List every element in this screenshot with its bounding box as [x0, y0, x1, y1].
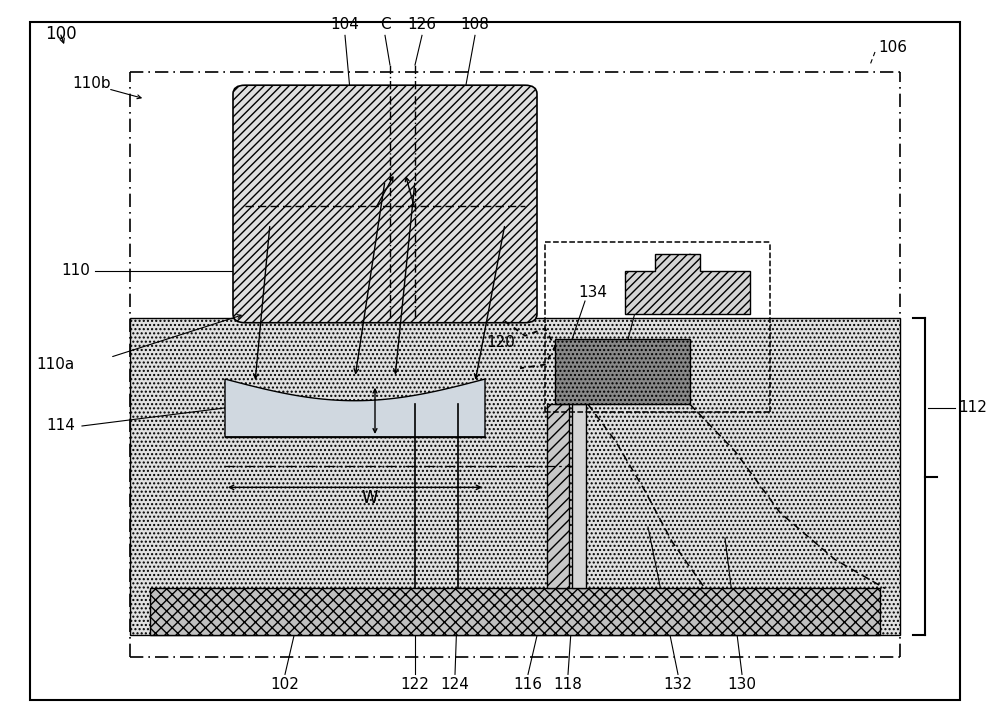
Polygon shape: [625, 254, 750, 314]
Text: 102: 102: [271, 677, 299, 692]
Polygon shape: [225, 379, 485, 437]
Text: C: C: [380, 17, 390, 32]
FancyBboxPatch shape: [233, 85, 537, 323]
Text: 108: 108: [461, 17, 489, 32]
Bar: [572, 404, 586, 588]
Text: 126: 126: [408, 17, 436, 32]
Text: 110b: 110b: [72, 76, 111, 90]
Text: 116: 116: [514, 677, 542, 692]
Text: T: T: [395, 401, 405, 419]
Text: 124: 124: [441, 677, 469, 692]
Text: W: W: [362, 490, 378, 507]
Text: 118: 118: [554, 677, 582, 692]
Bar: [130, 318, 900, 635]
Text: 110a: 110a: [37, 357, 75, 372]
Text: 104: 104: [331, 17, 359, 32]
Text: 110: 110: [61, 264, 90, 278]
Text: 122: 122: [401, 677, 429, 692]
Bar: [150, 588, 880, 635]
Text: 130: 130: [728, 677, 757, 692]
Text: 128: 128: [686, 284, 714, 300]
Text: 136: 136: [623, 284, 653, 300]
Text: 114: 114: [46, 419, 75, 433]
Bar: [555, 339, 690, 404]
Text: 106: 106: [878, 40, 907, 55]
Text: 120: 120: [486, 336, 515, 350]
Text: 134: 134: [578, 284, 608, 300]
Bar: [547, 404, 569, 588]
Text: 112: 112: [958, 401, 987, 415]
Text: 132: 132: [664, 677, 692, 692]
Text: 100: 100: [45, 25, 77, 43]
